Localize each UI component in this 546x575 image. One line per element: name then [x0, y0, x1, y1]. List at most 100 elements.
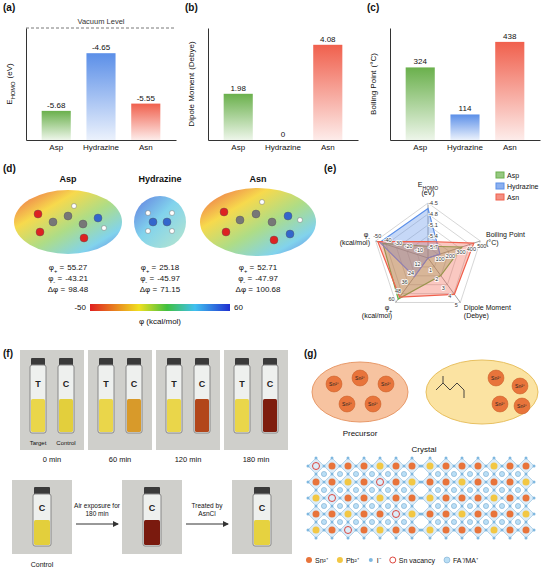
iodide: [411, 473, 414, 476]
atom: [163, 218, 171, 226]
arrow: [76, 524, 118, 525]
iodide: [533, 497, 536, 500]
photo: [88, 350, 152, 450]
a-site: [435, 471, 440, 476]
legend-marker: [306, 557, 312, 563]
iodide: [477, 489, 480, 492]
label-part: Dipole Moment: [187, 72, 196, 127]
octahedron: [356, 474, 372, 490]
tick-label: 60: [389, 296, 395, 302]
a-site: [385, 503, 390, 508]
octahedron: [502, 506, 518, 522]
octahedron: [502, 474, 518, 490]
metal: [329, 463, 336, 470]
legend-marker: [444, 557, 450, 563]
subscript: HOMO: [10, 81, 16, 99]
metal: [361, 527, 368, 534]
tick-label: Asp: [49, 143, 63, 152]
photo-caption: Control: [31, 561, 54, 568]
axis-title-unit: (Debye): [464, 312, 489, 320]
label-part: Dipole Moment: [464, 304, 511, 312]
tick-label: Asn: [503, 143, 517, 152]
axis-title-unit: (eV): [421, 189, 434, 197]
iodide: [355, 465, 358, 468]
octahedron: [470, 490, 486, 506]
tick: Hydrazine: [265, 140, 302, 152]
iodide: [429, 473, 432, 476]
radar-area: [378, 242, 474, 298]
iodide: [387, 481, 390, 484]
annotation: Vacuum Level: [78, 17, 125, 26]
iodide: [469, 529, 472, 532]
data-label: 1.98: [230, 84, 246, 93]
metal: [393, 495, 400, 502]
x-axis: AspHydrazineAsn: [391, 140, 541, 152]
iodide: [533, 465, 536, 468]
bars: [42, 53, 161, 140]
esp-value: Δφ =98.48: [48, 285, 89, 294]
metal: [523, 527, 530, 534]
iodide: [323, 465, 326, 468]
iodide: [347, 489, 350, 492]
iodide: [461, 473, 464, 476]
time-label: 60 min: [109, 455, 132, 464]
octahedron: [308, 506, 324, 522]
octahedron: [324, 474, 340, 490]
iodide: [437, 497, 440, 500]
metal: [523, 479, 530, 486]
vial-liquid: [167, 399, 181, 432]
ion: [365, 396, 381, 412]
vacancy: [393, 511, 400, 518]
iodide: [501, 513, 504, 516]
value: 98.48: [68, 285, 89, 294]
vacancy: [345, 527, 352, 534]
octahedron: [308, 522, 324, 538]
octahedron: [340, 458, 356, 474]
a-site: [499, 471, 504, 476]
iodide: [421, 497, 424, 500]
iodide: [445, 521, 448, 524]
metal: [523, 463, 530, 470]
atom: [286, 230, 294, 238]
metal: [377, 527, 384, 534]
iodide: [501, 465, 504, 468]
iodide: [331, 473, 334, 476]
metal: [345, 463, 352, 470]
grid-ring: [376, 203, 481, 302]
vial-body: [262, 365, 278, 433]
tick-label: -50: [373, 233, 381, 239]
octahedron: [454, 474, 470, 490]
metal: [523, 495, 530, 502]
data-label: 324: [414, 57, 428, 66]
vial-label: C: [131, 379, 138, 389]
iodide: [509, 521, 512, 524]
text-line: AsnCl: [198, 510, 216, 517]
octahedron: [422, 490, 438, 506]
iodide: [477, 537, 480, 540]
a-site: [435, 487, 440, 492]
y-title: Dipole Moment(Debye): [187, 41, 196, 127]
tick-label: -30: [394, 240, 402, 246]
a-site: [353, 471, 358, 476]
iodide: [355, 529, 358, 532]
iodide: [395, 473, 398, 476]
octahedron: [404, 474, 420, 490]
axis-title-unit: (kcal/mol): [362, 312, 392, 320]
a-site: [435, 503, 440, 508]
metal: [427, 495, 434, 502]
octahedron: [422, 458, 438, 474]
metal: [443, 495, 450, 502]
legend-label: Pb²⁺: [346, 557, 360, 564]
iodide: [371, 481, 374, 484]
metal: [443, 527, 450, 534]
iodide: [533, 481, 536, 484]
tick: Asn: [503, 140, 517, 152]
iodide: [453, 497, 456, 500]
metal: [409, 527, 416, 534]
iodide: [493, 457, 496, 460]
step-label: Treated byAsnCl: [192, 502, 224, 517]
bar: [224, 94, 253, 140]
iodide: [501, 529, 504, 532]
octahedron: [308, 458, 324, 474]
iodide: [469, 481, 472, 484]
